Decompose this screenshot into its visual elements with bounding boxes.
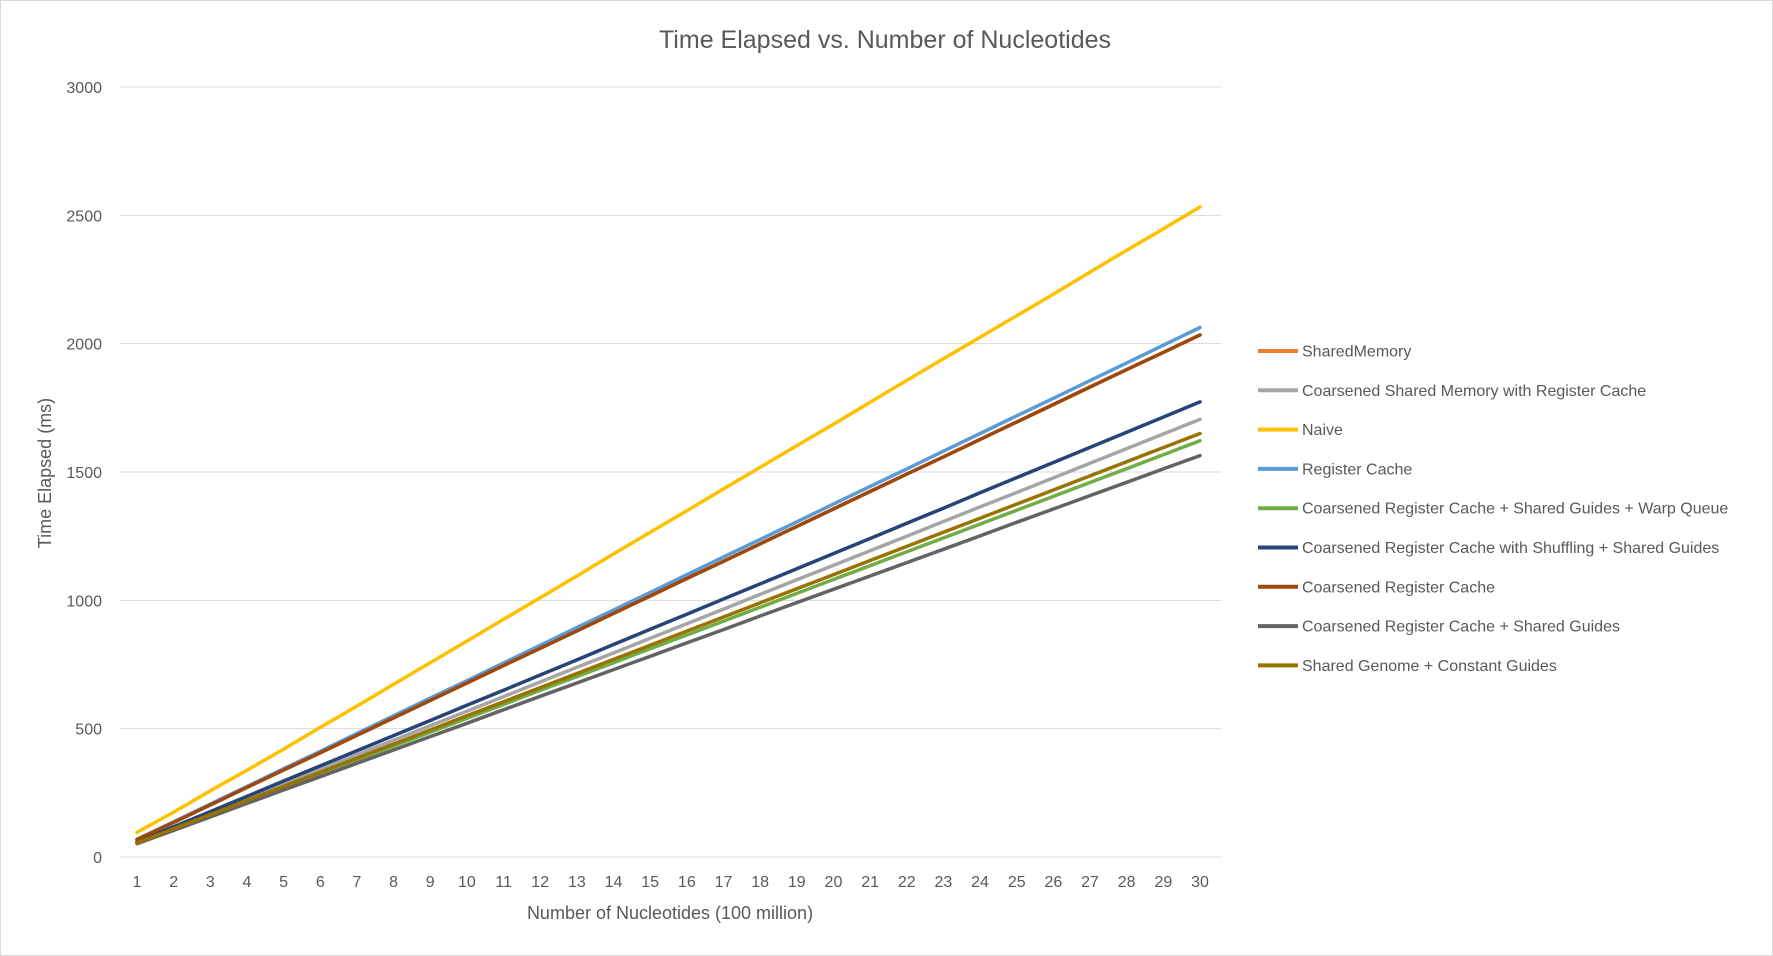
x-tick-label: 19 bbox=[788, 874, 806, 891]
y-tick-label: 3000 bbox=[66, 80, 102, 97]
x-axis-ticks: 1 2 3 4 5 6 7 8 9 10 11 12 13 14 15 16 17 18 19 20 21 22 23 24 2… bbox=[133, 874, 1209, 891]
legend-label: Coarsened Register Cache bbox=[1302, 579, 1495, 596]
x-tick-label: 10 bbox=[458, 874, 476, 891]
legend-label: Coarsened Register Cache + Shared Guides bbox=[1302, 619, 1620, 636]
x-tick-label: 9 bbox=[426, 874, 435, 891]
series-line-7 bbox=[135, 453, 1202, 846]
x-tick-label: 21 bbox=[861, 874, 879, 891]
series-line-5 bbox=[135, 400, 1202, 844]
series-line-8 bbox=[135, 431, 1202, 845]
x-tick-label: 1 bbox=[133, 874, 142, 891]
x-tick-label: 14 bbox=[605, 874, 623, 891]
x-tick-label: 18 bbox=[751, 874, 769, 891]
legend-label: Register Cache bbox=[1302, 461, 1412, 478]
x-tick-label: 27 bbox=[1081, 874, 1099, 891]
x-tick-label: 12 bbox=[531, 874, 549, 891]
x-tick-label: 16 bbox=[678, 874, 696, 891]
legend-item: Coarsened Register Cache + Shared Guides bbox=[1258, 619, 1620, 636]
legend-label: Coarsened Register Cache + Shared Guides… bbox=[1302, 501, 1728, 518]
legend-label: Coarsened Shared Memory with Register Ca… bbox=[1302, 383, 1646, 400]
y-tick-label: 0 bbox=[93, 850, 102, 867]
x-tick-label: 2 bbox=[169, 874, 178, 891]
x-tick-label: 22 bbox=[898, 874, 916, 891]
y-axis-ticks: 0 500 1000 1500 2000 2500 3000 bbox=[66, 80, 102, 867]
x-tick-label: 17 bbox=[715, 874, 733, 891]
gridlines bbox=[120, 86, 1221, 858]
x-tick-label: 29 bbox=[1154, 874, 1172, 891]
legend-label: Coarsened Register Cache with Shuffling … bbox=[1302, 540, 1719, 557]
x-tick-label: 24 bbox=[971, 874, 989, 891]
x-axis-label: Number of Nucleotides (100 million) bbox=[527, 903, 813, 923]
x-tick-label: 15 bbox=[641, 874, 659, 891]
x-tick-label: 7 bbox=[352, 874, 361, 891]
x-tick-label: 28 bbox=[1118, 874, 1136, 891]
chart-title: Time Elapsed vs. Number of Nucleotides bbox=[659, 26, 1111, 54]
x-tick-label: 20 bbox=[825, 874, 843, 891]
x-tick-label: 13 bbox=[568, 874, 586, 891]
x-tick-label: 5 bbox=[279, 874, 288, 891]
x-tick-label: 3 bbox=[206, 874, 215, 891]
legend: SharedMemory Coarsened Shared Memory with… bbox=[1258, 344, 1728, 675]
legend-label: Shared Genome + Constant Guides bbox=[1302, 658, 1557, 675]
y-tick-label: 2500 bbox=[66, 208, 102, 225]
legend-item: Register Cache bbox=[1258, 461, 1412, 478]
legend-item: Coarsened Register Cache bbox=[1258, 579, 1495, 596]
series-line-6 bbox=[135, 333, 1202, 842]
y-tick-label: 500 bbox=[75, 722, 102, 739]
legend-item: Shared Genome + Constant Guides bbox=[1258, 658, 1557, 675]
y-axis-label: Time Elapsed (ms) bbox=[35, 398, 55, 548]
legend-item: Coarsened Register Cache + Shared Guides… bbox=[1258, 501, 1728, 518]
x-tick-label: 26 bbox=[1044, 874, 1062, 891]
series-lines bbox=[135, 205, 1202, 846]
x-tick-label: 23 bbox=[935, 874, 953, 891]
x-tick-label: 8 bbox=[389, 874, 398, 891]
legend-item: SharedMemory bbox=[1258, 344, 1411, 361]
x-tick-label: 6 bbox=[316, 874, 325, 891]
legend-item: Coarsened Shared Memory with Register Ca… bbox=[1258, 383, 1646, 400]
series-line-2 bbox=[135, 205, 1202, 835]
x-tick-label: 11 bbox=[495, 874, 512, 891]
legend-item: Coarsened Register Cache with Shuffling … bbox=[1258, 540, 1719, 557]
x-tick-label: 25 bbox=[1008, 874, 1026, 891]
legend-label: Naive bbox=[1302, 422, 1343, 439]
y-tick-label: 1500 bbox=[66, 465, 102, 482]
y-tick-label: 2000 bbox=[66, 337, 102, 354]
x-tick-label: 30 bbox=[1191, 874, 1209, 891]
series-line-1 bbox=[135, 417, 1202, 845]
legend-item: Naive bbox=[1258, 422, 1343, 439]
x-tick-label: 4 bbox=[243, 874, 252, 891]
y-tick-label: 1000 bbox=[66, 593, 102, 610]
legend-label: SharedMemory bbox=[1302, 344, 1411, 361]
